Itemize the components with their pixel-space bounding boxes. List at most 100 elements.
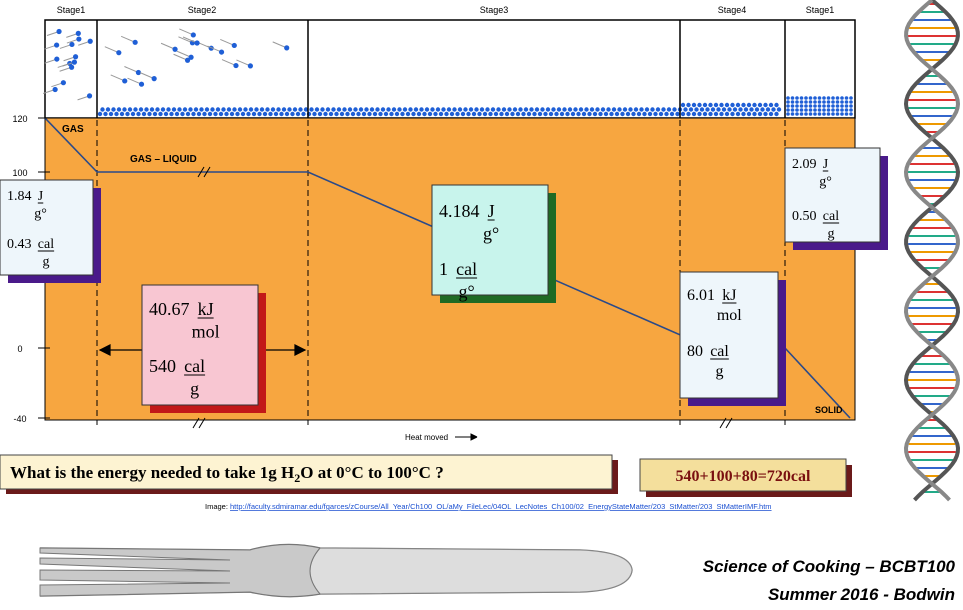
footer-term: Summer 2016 - Bodwin [768, 585, 955, 604]
molecule [840, 112, 844, 116]
molecule [836, 108, 840, 112]
molecule [849, 96, 853, 100]
molecule [252, 112, 256, 116]
molecule [725, 103, 729, 107]
molecule [557, 107, 561, 111]
molecule [381, 107, 385, 111]
molecule [276, 107, 280, 111]
molecule [329, 112, 333, 116]
molecule [496, 107, 500, 111]
molecule [845, 104, 849, 108]
molecule [56, 29, 61, 34]
molecule [777, 107, 781, 111]
molecule [791, 100, 795, 104]
molecule [849, 108, 853, 112]
molecule [221, 107, 225, 111]
molecule [232, 107, 236, 111]
molecule [809, 100, 813, 104]
molecule [836, 112, 840, 116]
molecule [208, 112, 212, 116]
molecule [813, 96, 817, 100]
molecule [697, 112, 701, 116]
molecule [576, 112, 580, 116]
molecule [727, 107, 731, 111]
molecule [804, 100, 808, 104]
molecule [502, 107, 506, 111]
molecule [116, 50, 121, 55]
molecule [827, 108, 831, 112]
molecule [760, 107, 764, 111]
stage-label: Stage2 [188, 5, 217, 15]
molecule [730, 103, 734, 107]
molecule [703, 103, 707, 107]
molecule [809, 104, 813, 108]
molecule [795, 100, 799, 104]
molecule [529, 107, 533, 111]
molecule [744, 107, 748, 111]
box-numerator: J [823, 157, 829, 172]
molecule [689, 107, 693, 111]
molecule [180, 112, 184, 116]
molecule [293, 107, 297, 111]
molecule [345, 112, 349, 116]
molecule [554, 112, 558, 116]
box-number: 1 [439, 259, 448, 279]
molecule [849, 100, 853, 104]
molecule [800, 108, 804, 112]
molecule [191, 112, 195, 116]
molecule [205, 107, 209, 111]
molecule [771, 107, 775, 111]
molecule [763, 112, 767, 116]
credit-url[interactable]: http://faculty.sdmiramar.edu/fgarces/zCo… [230, 502, 772, 511]
molecule [422, 112, 426, 116]
fork [40, 544, 632, 596]
molecule [845, 100, 849, 104]
molecule [367, 112, 371, 116]
molecule [131, 112, 135, 116]
molecule [813, 108, 817, 112]
box-numerator: cal [184, 356, 205, 376]
molecule [364, 107, 368, 111]
molecule [455, 112, 459, 116]
molecule [840, 100, 844, 104]
molecule [648, 112, 652, 116]
molecule [595, 107, 599, 111]
molecule [386, 107, 390, 111]
molecule [769, 112, 773, 116]
region-label: GAS [62, 124, 84, 135]
molecule [791, 104, 795, 108]
molecule [518, 107, 522, 111]
molecule [571, 112, 575, 116]
box-numerator: J [488, 201, 495, 221]
molecule [483, 112, 487, 116]
molecule [813, 104, 817, 108]
molecule [331, 107, 335, 111]
molecule [194, 107, 198, 111]
molecule [601, 107, 605, 111]
molecule [769, 103, 773, 107]
molecule [653, 112, 657, 116]
box-denominator: g° [819, 175, 832, 190]
molecule [738, 107, 742, 111]
molecule [510, 112, 514, 116]
molecule [191, 32, 196, 37]
molecule [301, 112, 305, 116]
molecule [136, 112, 140, 116]
molecule [419, 107, 423, 111]
molecule [133, 107, 137, 111]
molecule [809, 108, 813, 112]
molecule [88, 39, 93, 44]
molecule [521, 112, 525, 116]
molecule [697, 103, 701, 107]
molecule [169, 112, 173, 116]
molecule [579, 107, 583, 111]
molecule [786, 112, 790, 116]
answer: 540+100+80=720cal [676, 468, 811, 485]
box-denominator: g [42, 255, 49, 270]
molecule [430, 107, 434, 111]
molecule [61, 80, 66, 85]
molecule [804, 108, 808, 112]
molecule [831, 104, 835, 108]
molecule [505, 112, 509, 116]
molecule [219, 112, 223, 116]
